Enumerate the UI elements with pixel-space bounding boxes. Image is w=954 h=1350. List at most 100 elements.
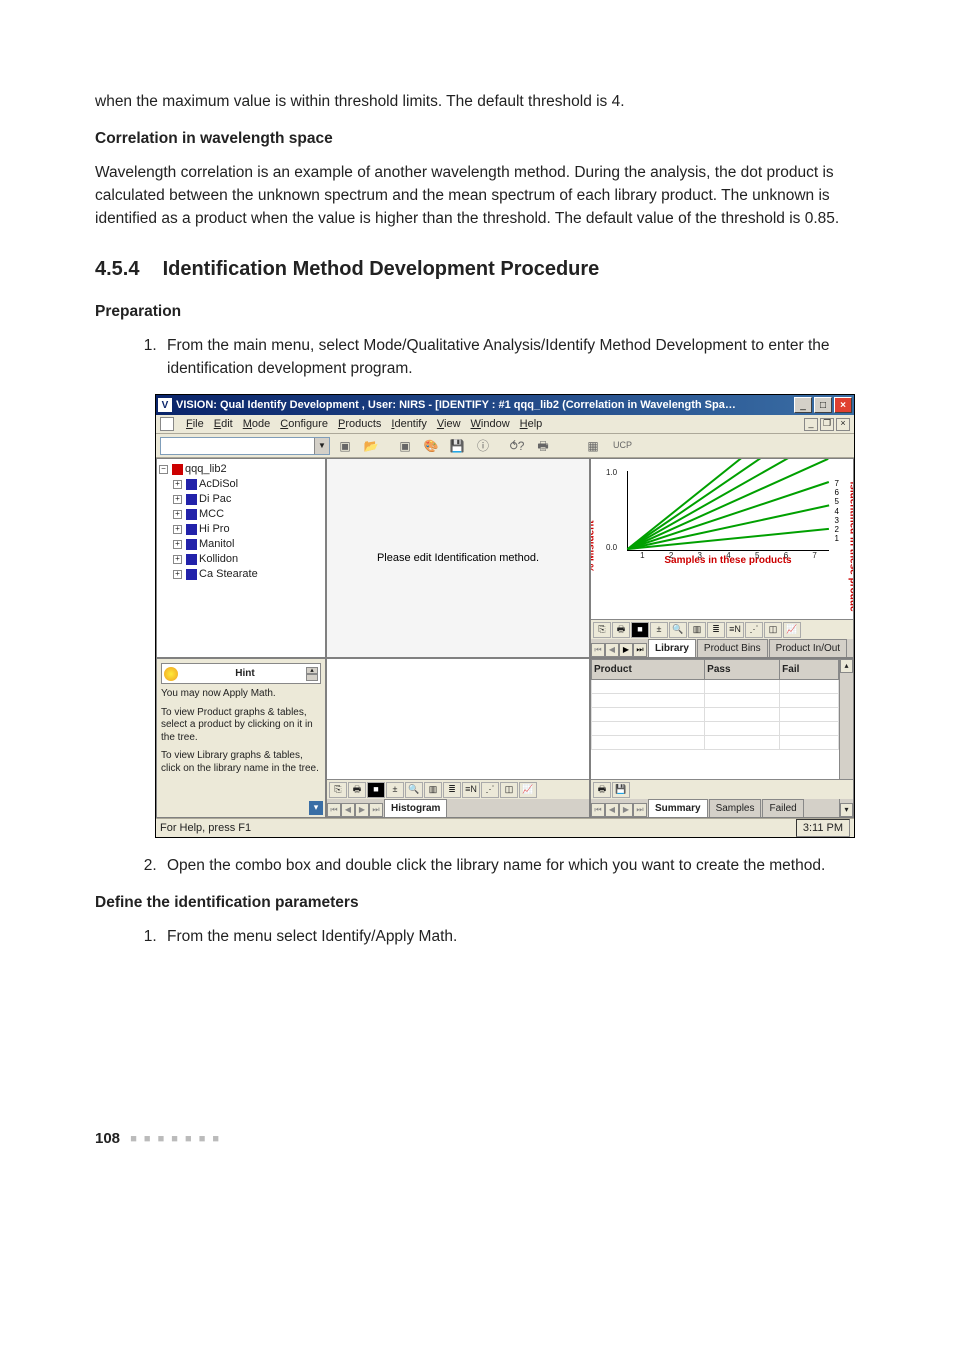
hb-bars-icon[interactable]: ▥ [424, 782, 442, 798]
tt-print-icon[interactable]: 🖶 [593, 782, 611, 798]
page-number: 108 [95, 1130, 120, 1147]
toolbar-btn-info[interactable]: ⓘ [472, 436, 494, 456]
minimize-button[interactable]: _ [794, 397, 812, 413]
hts-prev-icon[interactable]: ◀ [341, 803, 355, 817]
library-combo[interactable]: ▼ [160, 437, 330, 455]
tree-item-label[interactable]: Kollidon [199, 552, 238, 566]
table-row[interactable] [592, 722, 839, 736]
menu-edit[interactable]: Edit [214, 416, 233, 433]
app-screenshot: V VISION: Qual Identify Development , Us… [155, 394, 855, 838]
maximize-button[interactable]: □ [814, 397, 832, 413]
menu-view[interactable]: View [437, 416, 461, 433]
hts-last-icon[interactable]: ⏭ [369, 803, 383, 817]
hb-dots-icon[interactable]: ⋰ [481, 782, 499, 798]
ct-print-icon[interactable]: 🖶 [612, 622, 630, 638]
tree-expander[interactable]: − [159, 465, 168, 474]
menu-help[interactable]: Help [520, 416, 543, 433]
ct-zoom-icon[interactable]: 🔍 [669, 622, 687, 638]
tts-last-icon[interactable]: ⏭ [633, 803, 647, 817]
mdi-doc-icon[interactable] [160, 417, 174, 431]
tts-first-icon[interactable]: ⏮ [591, 803, 605, 817]
hint-scroll-up[interactable]: ▴ [306, 667, 318, 674]
ts-last-icon[interactable]: ⏭ [633, 643, 647, 657]
tab-histogram[interactable]: Histogram [384, 799, 447, 817]
hint-scroll-mid[interactable] [306, 674, 318, 681]
mdi-restore[interactable]: ❐ [820, 418, 834, 431]
hb-window-icon[interactable]: ◫ [500, 782, 518, 798]
tree-item-label[interactable]: Ca Stearate [199, 567, 258, 581]
ts-first-icon[interactable]: ⏮ [591, 643, 605, 657]
ct-list-icon[interactable]: ≣ [707, 622, 725, 638]
tab-product-inout[interactable]: Product In/Out [769, 639, 847, 657]
tab-samples[interactable]: Samples [709, 799, 762, 817]
hts-next-icon[interactable]: ▶ [355, 803, 369, 817]
menu-configure[interactable]: Configure [280, 416, 328, 433]
ct-window-icon[interactable]: ◫ [764, 622, 782, 638]
toolbar-btn-grid[interactable]: ▦ [582, 436, 604, 456]
table-row[interactable] [592, 680, 839, 694]
ts-prev-icon[interactable]: ◀ [605, 643, 619, 657]
tree-expander[interactable]: + [173, 480, 182, 489]
hb-zoom-icon[interactable]: 🔍 [405, 782, 423, 798]
table-row[interactable] [592, 736, 839, 750]
tree-item-label[interactable]: MCC [199, 507, 224, 521]
hb-scale-icon[interactable]: ± [386, 782, 404, 798]
ct-plot-icon[interactable]: 📈 [783, 622, 801, 638]
hb-plot-icon[interactable]: 📈 [519, 782, 537, 798]
menu-mode[interactable]: Mode [243, 416, 271, 433]
tree-expander[interactable]: + [173, 525, 182, 534]
tab-library[interactable]: Library [648, 639, 696, 657]
menu-identify[interactable]: Identify [391, 416, 426, 433]
scroll-down-icon[interactable]: ▾ [840, 803, 853, 817]
menu-window[interactable]: Window [471, 416, 510, 433]
tts-next-icon[interactable]: ▶ [619, 803, 633, 817]
hb-print-icon[interactable]: 🖶 [348, 782, 366, 798]
ct-bars-icon[interactable]: ▥ [688, 622, 706, 638]
tree-expander[interactable]: + [173, 510, 182, 519]
menu-products[interactable]: Products [338, 416, 381, 433]
mdi-close[interactable]: × [836, 418, 850, 431]
ts-next-icon[interactable]: ▶ [619, 643, 633, 657]
tts-prev-icon[interactable]: ◀ [605, 803, 619, 817]
tree-item-label[interactable]: AcDiSol [199, 477, 238, 491]
tree-expander[interactable]: + [173, 495, 182, 504]
hts-first-icon[interactable]: ⏮ [327, 803, 341, 817]
hb-copy-icon[interactable]: ⎘ [329, 782, 347, 798]
menu-file[interactable]: File [186, 416, 204, 433]
tab-summary[interactable]: Summary [648, 799, 708, 817]
tt-save-icon[interactable]: 💾 [612, 782, 630, 798]
scroll-up-icon[interactable]: ▴ [840, 659, 853, 673]
tree-item-label[interactable]: Manitol [199, 537, 234, 551]
tree-item-label[interactable]: Di Pac [199, 492, 231, 506]
close-button[interactable]: × [834, 397, 852, 413]
tab-product-bins[interactable]: Product Bins [697, 639, 768, 657]
hb-list-icon[interactable]: ≣ [443, 782, 461, 798]
toolbar-btn-print[interactable]: 🖶 [532, 436, 554, 456]
mdi-minimize[interactable]: _ [804, 418, 818, 431]
toolbar-btn-whatsthis[interactable]: ⥀? [506, 436, 528, 456]
results-table: ProductPassFail [591, 659, 839, 750]
tree-item-label[interactable]: Hi Pro [199, 522, 230, 536]
tree-expander[interactable]: + [173, 570, 182, 579]
table-row[interactable] [592, 708, 839, 722]
ct-num-icon[interactable]: ≡N [726, 622, 744, 638]
tree-expander[interactable]: + [173, 540, 182, 549]
hb-color-icon[interactable]: ■ [367, 782, 385, 798]
ct-dots-icon[interactable]: ⋰ [745, 622, 763, 638]
tree-expander[interactable]: + [173, 555, 182, 564]
table-row[interactable] [592, 694, 839, 708]
hb-num-icon[interactable]: ≡N [462, 782, 480, 798]
combo-drop-icon[interactable]: ▼ [314, 438, 329, 454]
tab-failed[interactable]: Failed [762, 799, 803, 817]
ct-color-icon[interactable]: ■ [631, 622, 649, 638]
hint-scroll-down-icon[interactable]: ▾ [309, 801, 323, 815]
toolbar-btn-1[interactable]: ▣ [334, 436, 356, 456]
toolbar-btn-3[interactable]: ▣ [394, 436, 416, 456]
ct-scale-icon[interactable]: ± [650, 622, 668, 638]
toolbar-btn-save[interactable]: 💾 [446, 436, 468, 456]
ct-copy-icon[interactable]: ⎘ [593, 622, 611, 638]
toolbar-btn-palette[interactable]: 🎨 [420, 436, 442, 456]
toolbar-btn-ucp[interactable]: UCP [608, 436, 637, 456]
tree-root-label[interactable]: qqq_lib2 [185, 462, 227, 476]
toolbar-btn-open[interactable]: 📂 [360, 436, 382, 456]
